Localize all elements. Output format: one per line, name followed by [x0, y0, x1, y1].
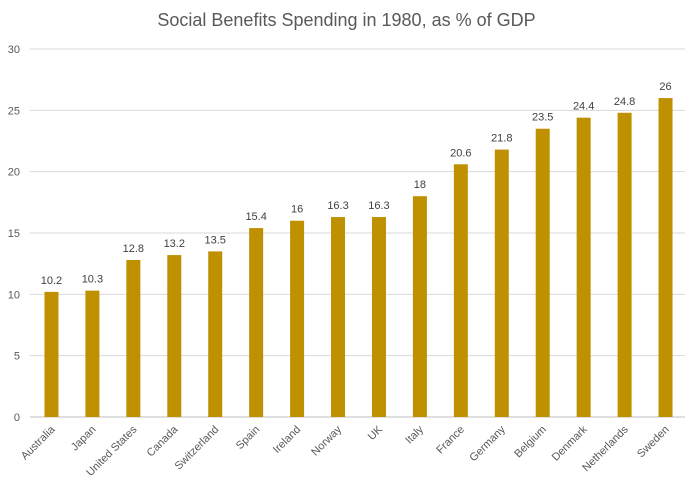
- bar: [126, 259, 141, 417]
- bar: [494, 149, 509, 417]
- bar: [453, 164, 468, 417]
- x-tick-label: Germany: [467, 423, 508, 464]
- x-tick-label: UK: [366, 423, 386, 443]
- bar: [412, 196, 427, 417]
- bar: [208, 251, 223, 417]
- data-label: 21.8: [491, 133, 512, 145]
- bar: [249, 228, 264, 417]
- bar: [535, 128, 550, 417]
- bar: [44, 291, 59, 417]
- data-label: 12.8: [123, 243, 144, 255]
- y-tick-label: 0: [14, 412, 20, 424]
- bar: [290, 220, 305, 417]
- y-tick-label: 15: [8, 228, 20, 240]
- x-tick-label: Australia: [19, 423, 58, 462]
- bar: [167, 255, 182, 417]
- y-tick-label: 30: [8, 44, 20, 56]
- x-tick-label: Sweden: [635, 424, 672, 461]
- bar: [576, 117, 591, 418]
- x-tick-label: Switzerland: [173, 424, 222, 473]
- x-tick-label: Ireland: [271, 424, 303, 456]
- data-label: 10.3: [82, 274, 103, 286]
- y-tick-label: 10: [8, 289, 20, 301]
- x-tick-label: France: [434, 424, 467, 457]
- y-tick-label: 25: [8, 105, 20, 117]
- bar: [85, 290, 100, 417]
- data-label: 10.2: [41, 275, 62, 287]
- data-label: 23.5: [532, 112, 553, 124]
- data-label: 20.6: [450, 147, 471, 159]
- bar: [371, 217, 386, 417]
- chart-title: Social Benefits Spending in 1980, as % o…: [157, 10, 536, 30]
- x-tick-label: Japan: [69, 424, 99, 454]
- x-tick-label: Spain: [234, 424, 262, 452]
- data-label: 16.3: [368, 200, 389, 212]
- y-tick-label: 5: [14, 351, 20, 363]
- x-tick-label: Italy: [403, 423, 426, 446]
- data-label: 24.8: [614, 96, 635, 108]
- bar: [617, 112, 632, 417]
- bar: [658, 98, 673, 418]
- data-label: 24.4: [573, 101, 594, 113]
- data-label: 18: [414, 179, 426, 191]
- y-tick-label: 20: [8, 167, 20, 179]
- x-tick-label: Belgium: [512, 424, 549, 461]
- x-tick-label: Canada: [145, 423, 181, 459]
- data-label: 26: [659, 81, 671, 93]
- bar: [331, 217, 346, 417]
- data-label: 16: [291, 204, 303, 216]
- data-label: 13.5: [205, 234, 226, 246]
- data-label: 15.4: [245, 211, 266, 223]
- x-tick-label: Denmark: [550, 423, 590, 463]
- data-label: 13.2: [164, 238, 185, 250]
- data-label: 16.3: [327, 200, 348, 212]
- x-tick-label: Norway: [309, 423, 344, 458]
